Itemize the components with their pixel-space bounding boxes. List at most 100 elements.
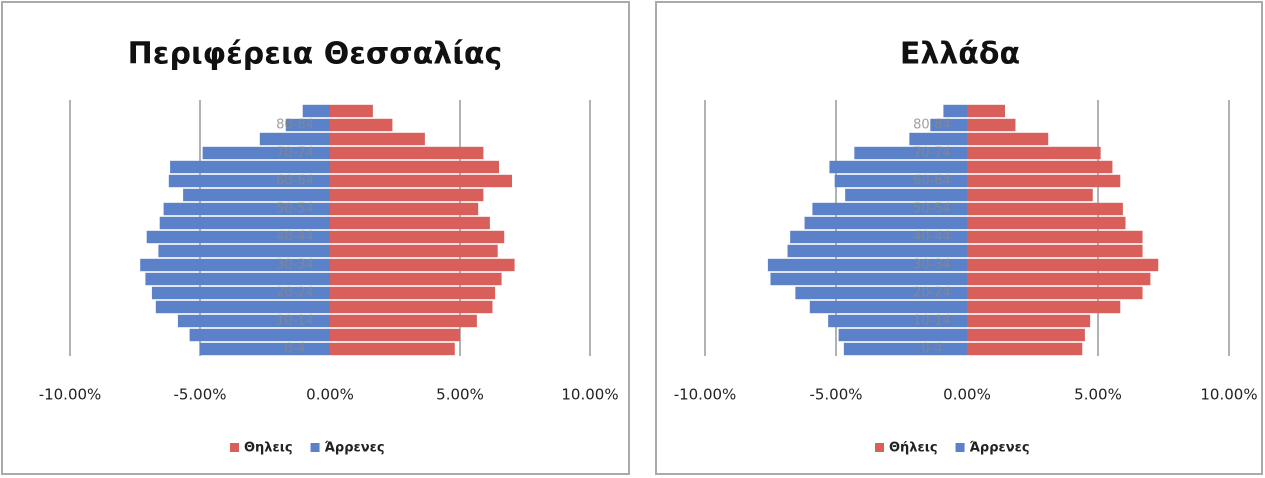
bar [330, 132, 425, 146]
x-tick-label: 5.00% [1074, 386, 1122, 404]
category-label: 60-64 [276, 174, 314, 189]
category-label: 50-54 [913, 202, 951, 217]
bar [967, 160, 1113, 174]
bar [967, 188, 1093, 202]
bar [330, 244, 498, 258]
legend-label: Θηλεις [244, 441, 293, 456]
bar [790, 230, 967, 244]
bar [943, 104, 967, 118]
legend-swatch [875, 443, 884, 452]
bar [804, 216, 967, 230]
bar [829, 160, 967, 174]
bar [787, 244, 967, 258]
bar [330, 118, 393, 132]
bar [967, 230, 1143, 244]
x-tick-label: -10.00% [674, 386, 737, 404]
legend-swatch [230, 443, 239, 452]
bar [155, 300, 330, 314]
category-label: 20-24 [276, 286, 314, 301]
bar [795, 286, 967, 300]
bar [330, 328, 460, 342]
bar [330, 300, 493, 314]
bar [967, 328, 1085, 342]
category-label: 0-4 [921, 342, 942, 357]
category-label: 30-34 [276, 258, 314, 273]
chart-title: Ελλάδα [900, 37, 1020, 72]
legend-swatch [955, 443, 965, 452]
bar [828, 314, 967, 328]
bar [330, 314, 477, 328]
category-label: 10-14 [913, 314, 951, 329]
x-tick-label: 10.00% [561, 386, 618, 404]
bar [967, 244, 1143, 258]
bar [140, 258, 330, 272]
bar [843, 342, 967, 356]
bar [202, 146, 330, 160]
bar [330, 146, 484, 160]
bar [854, 146, 967, 160]
x-tick-label: -10.00% [39, 386, 102, 404]
bar [330, 104, 373, 118]
bar [967, 342, 1083, 356]
bar [163, 202, 330, 216]
category-label: 10-14 [276, 314, 314, 329]
bar [838, 328, 967, 342]
bar [770, 272, 967, 286]
category-label: 40-44 [276, 230, 314, 245]
legend-label: Άρρενες [970, 441, 1030, 456]
bar [330, 230, 505, 244]
bar [302, 104, 330, 118]
bar [330, 258, 515, 272]
bar [967, 314, 1091, 328]
bar [330, 202, 479, 216]
category-label: 60-64 [913, 174, 951, 189]
bar [330, 216, 490, 230]
bar [767, 258, 967, 272]
bar [967, 104, 1005, 118]
bar [930, 118, 967, 132]
panel-border [655, 1, 1263, 475]
x-tick-label: -5.00% [809, 386, 862, 404]
bar [967, 174, 1121, 188]
bar [967, 286, 1143, 300]
bar [967, 216, 1126, 230]
bar [151, 286, 330, 300]
bar [967, 132, 1049, 146]
bar [909, 132, 967, 146]
bar [259, 132, 330, 146]
bar [845, 188, 967, 202]
bar [834, 174, 967, 188]
bar [330, 286, 496, 300]
x-tick-label: 0.00% [306, 386, 354, 404]
category-label: 0-4 [284, 342, 305, 357]
bar [812, 202, 967, 216]
bar [967, 300, 1121, 314]
category-label: 40-44 [913, 230, 951, 245]
bar [200, 342, 330, 356]
bar [168, 174, 330, 188]
category-label: 70-74 [913, 146, 951, 161]
bar [183, 188, 330, 202]
bar [330, 188, 484, 202]
bar [146, 230, 330, 244]
bar [285, 118, 330, 132]
category-label: 20-24 [913, 286, 951, 301]
x-tick-label: 0.00% [943, 386, 991, 404]
bar [967, 272, 1151, 286]
category-label: 30-34 [913, 258, 951, 273]
bar [967, 202, 1123, 216]
x-tick-label: 10.00% [1200, 386, 1257, 404]
category-label: 80-84 [276, 118, 314, 133]
x-tick-label: 5.00% [436, 386, 484, 404]
category-label: 50-54 [276, 202, 314, 217]
bar [967, 118, 1016, 132]
chart-title: Περιφέρεια Θεσσαλίας [128, 37, 503, 72]
legend-swatch [310, 443, 320, 452]
bar [330, 272, 502, 286]
x-tick-label: -5.00% [173, 386, 226, 404]
category-label: 80-84 [913, 118, 951, 133]
legend-label: Θήλεις [889, 441, 938, 456]
bar [330, 174, 512, 188]
bar [177, 314, 330, 328]
